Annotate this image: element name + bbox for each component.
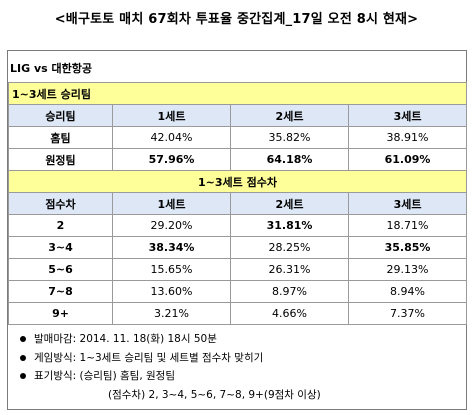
winner-row-label: 원정팀 [8, 148, 113, 171]
note-notation: 표기방식: (승리팀) 홈팀, 원정팀 [20, 367, 321, 386]
score-diff-cell: 29.13% [347, 258, 468, 281]
winner-col-header: 1세트 [112, 104, 231, 127]
score-diff-col-header: 3세트 [347, 192, 468, 215]
score-diff-cell: 15.65% [112, 258, 231, 281]
score-diff-cell: 26.31% [230, 258, 349, 281]
score-diff-row-label: 3~4 [8, 236, 113, 259]
score-diff-row-label: 9+ [8, 302, 113, 325]
score-diff-row: 7~8 13.60% 8.97% 8.94% [8, 280, 468, 303]
results-table-body: 1~3세트 승리팀 승리팀 1세트 2세트 3세트 홈팀 42.04% 35.82% 38.91… [7, 82, 468, 325]
winner-row: 원정팀 57.96% 64.18% 61.09% [8, 148, 468, 171]
winner-cell: 35.82% [230, 126, 349, 149]
winner-col-header: 승리팀 [8, 104, 113, 127]
score-diff-title-row: 1~3세트 점수차 [7, 170, 468, 193]
score-diff-cell: 28.25% [230, 236, 349, 259]
score-diff-cell: 31.81% [230, 214, 349, 237]
score-diff-header-row: 점수차 1세트 2세트 3세트 [8, 192, 468, 215]
winner-cell: 61.09% [347, 148, 468, 171]
winner-cell: 42.04% [112, 126, 231, 149]
score-diff-col-header: 2세트 [230, 192, 349, 215]
winner-col-header: 3세트 [347, 104, 468, 127]
winner-row: 홈팀 42.04% 35.82% 38.91% [8, 126, 468, 149]
bullet-icon [20, 354, 26, 361]
match-label: LIG vs 대한항공 [10, 62, 92, 75]
score-diff-col-header: 점수차 [8, 192, 113, 215]
score-diff-cell: 8.94% [347, 280, 468, 303]
score-diff-row-label: 5~6 [8, 258, 113, 281]
note-deadline: 발매마감: 2014. 11. 18(화) 18시 50분 [20, 330, 321, 349]
bullet-icon [20, 373, 26, 379]
score-diff-row: 3~4 38.34% 28.25% 35.85% [8, 236, 468, 259]
note-game-method: 게임방식: 1~3세트 승리팀 및 세트별 점수차 맞히기 [20, 349, 321, 368]
score-diff-cell: 29.20% [112, 214, 231, 237]
score-diff-row: 2 29.20% 31.81% 18.71% [8, 214, 468, 237]
score-diff-row-label: 7~8 [8, 280, 113, 303]
winner-header-row: 승리팀 1세트 2세트 3세트 [8, 104, 468, 127]
score-diff-col-header: 1세트 [112, 192, 231, 215]
notes: 발매마감: 2014. 11. 18(화) 18시 50분 게임방식: 1~3세… [20, 330, 321, 404]
winner-row-label: 홈팀 [8, 126, 113, 149]
score-diff-row: 5~6 15.65% 26.31% 29.13% [8, 258, 468, 281]
winner-title-row: 1~3세트 승리팀 [7, 82, 468, 105]
score-diff-cell: 4.66% [230, 302, 349, 325]
score-diff-cell: 7.37% [347, 302, 468, 325]
score-diff-cell: 18.71% [347, 214, 468, 237]
winner-cell: 64.18% [230, 148, 349, 171]
page-title: <배구토토 매치 67회차 투표율 중간집계_17일 오전 8시 현재> [54, 12, 419, 27]
results-table: 1~3세트 승리팀 승리팀 1세트 2세트 3세트 홈팀 42.04% 35.82% 38.91… [7, 82, 468, 325]
score-diff-cell: 8.97% [230, 280, 349, 303]
winner-cell: 38.91% [347, 126, 468, 149]
score-diff-cell: 35.85% [347, 236, 468, 259]
bullet-icon [20, 336, 26, 342]
note-notation-sub: (점수차) 2, 3~4, 5~6, 7~8, 9+(9점차 이상) [108, 388, 321, 401]
winner-cell: 57.96% [112, 148, 231, 171]
score-diff-cell: 38.34% [112, 236, 231, 259]
winner-header: 1~3세트 승리팀 [7, 82, 468, 105]
score-diff-row: 9+ 3.21% 4.66% 7.37% [8, 302, 468, 325]
score-diff-row-label: 2 [8, 214, 113, 237]
score-diff-header: 1~3세트 점수차 [7, 170, 468, 193]
winner-col-header: 2세트 [230, 104, 349, 127]
score-diff-cell: 3.21% [112, 302, 231, 325]
score-diff-cell: 13.60% [112, 280, 231, 303]
